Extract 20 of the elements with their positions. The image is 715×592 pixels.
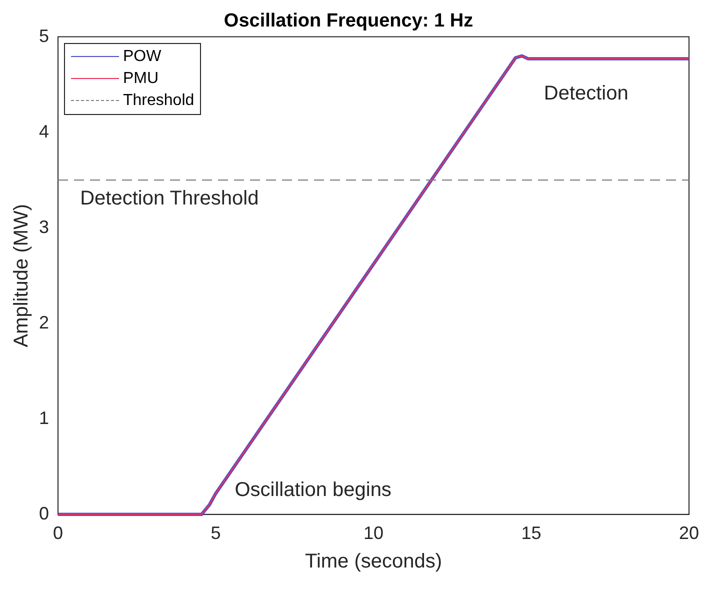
x-tick-label: 10 (363, 523, 384, 544)
annotation: Detection Threshold (80, 188, 259, 210)
annotation: Detection (544, 82, 628, 105)
chart-title: Oscillation Frequency: 1 Hz (224, 10, 474, 32)
legend-label: POW (123, 48, 162, 66)
y-tick-label: 3 (38, 216, 50, 237)
x-tick-label: 15 (521, 523, 542, 544)
annotation: Oscillation begins (234, 479, 392, 502)
legend-label: PMU (123, 70, 159, 88)
y-tick-label: 0 (38, 503, 50, 524)
x-tick-label: 0 (53, 523, 64, 544)
legend-label: Threshold (123, 92, 194, 110)
y-tick-label: 5 (38, 26, 50, 46)
y-tick-label: 4 (38, 121, 50, 142)
x-axis-title: Time (seconds) (304, 550, 442, 573)
y-tick-label: 1 (38, 408, 50, 428)
x-tick-label: 5 (210, 523, 221, 544)
y-tick-label: 2 (38, 312, 50, 332)
x-tick-label: 20 (678, 523, 700, 544)
y-axis-title: Amplitude (MW) (10, 204, 33, 348)
